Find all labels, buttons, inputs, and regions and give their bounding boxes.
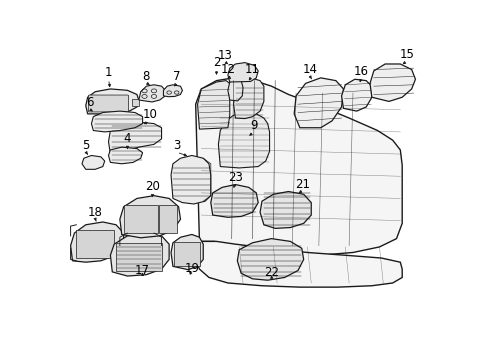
- Polygon shape: [210, 185, 258, 217]
- Text: 23: 23: [227, 171, 242, 184]
- Text: 3: 3: [173, 139, 180, 152]
- Text: 16: 16: [353, 64, 368, 77]
- Polygon shape: [233, 78, 264, 118]
- Text: 1: 1: [104, 66, 112, 79]
- Polygon shape: [163, 85, 182, 97]
- Polygon shape: [237, 239, 303, 280]
- Bar: [132, 99, 139, 106]
- Text: 12: 12: [220, 63, 235, 76]
- Text: 21: 21: [294, 178, 309, 191]
- Text: 4: 4: [123, 132, 131, 145]
- Text: 11: 11: [244, 63, 259, 76]
- Bar: [174, 242, 200, 266]
- Text: 19: 19: [184, 262, 199, 275]
- Bar: [116, 243, 161, 270]
- Polygon shape: [195, 242, 401, 287]
- Text: 15: 15: [399, 48, 413, 61]
- Polygon shape: [341, 79, 371, 111]
- Polygon shape: [195, 78, 401, 255]
- Text: 22: 22: [264, 266, 279, 279]
- Polygon shape: [120, 195, 180, 238]
- Text: 7: 7: [173, 70, 180, 83]
- Polygon shape: [369, 64, 415, 102]
- Polygon shape: [227, 79, 243, 101]
- Text: 20: 20: [145, 180, 160, 193]
- FancyBboxPatch shape: [88, 95, 128, 112]
- Polygon shape: [108, 147, 142, 164]
- Text: 8: 8: [142, 70, 150, 83]
- Text: 13: 13: [217, 49, 232, 62]
- Text: 18: 18: [88, 206, 102, 219]
- Text: 2: 2: [212, 56, 220, 69]
- Polygon shape: [260, 192, 311, 228]
- Bar: [123, 205, 158, 233]
- Polygon shape: [197, 81, 229, 129]
- Polygon shape: [91, 111, 142, 132]
- Polygon shape: [139, 85, 165, 102]
- Text: 5: 5: [82, 139, 89, 152]
- Polygon shape: [294, 78, 343, 128]
- Polygon shape: [85, 89, 139, 114]
- Bar: [76, 230, 114, 258]
- Text: 6: 6: [85, 96, 93, 109]
- Text: 17: 17: [135, 264, 150, 277]
- Polygon shape: [70, 222, 123, 262]
- Polygon shape: [218, 112, 269, 168]
- Polygon shape: [171, 156, 210, 204]
- Text: 10: 10: [142, 108, 157, 121]
- Text: 14: 14: [302, 63, 317, 76]
- Polygon shape: [171, 234, 203, 270]
- Polygon shape: [82, 156, 104, 169]
- Polygon shape: [110, 233, 169, 276]
- Polygon shape: [227, 63, 258, 82]
- Bar: [159, 205, 177, 233]
- Text: 9: 9: [249, 120, 257, 132]
- Polygon shape: [108, 122, 161, 154]
